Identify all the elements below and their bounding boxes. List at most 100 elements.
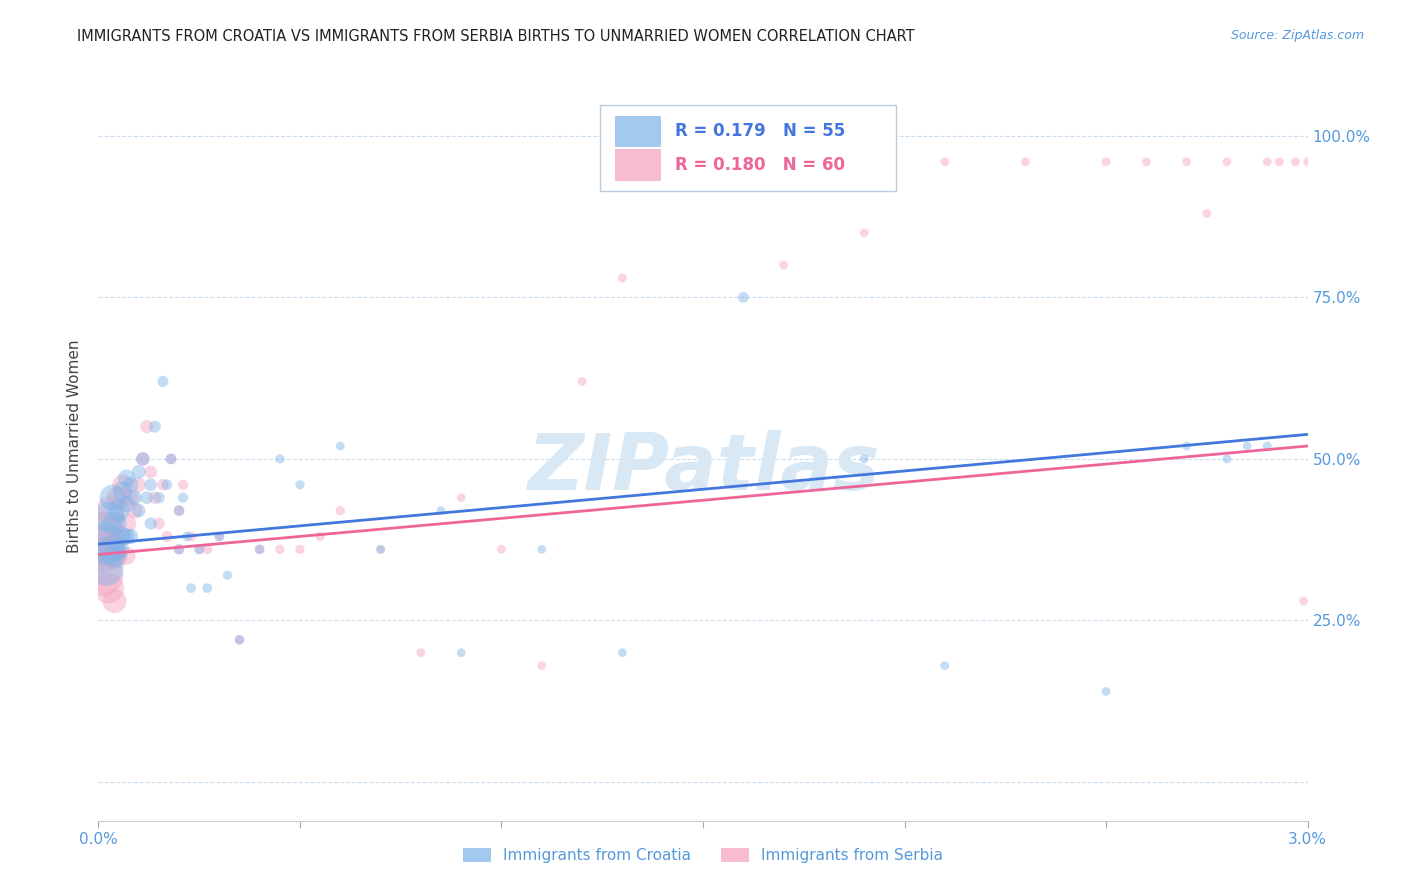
Point: [111, 484, 134, 499]
Text: ZIPatlas: ZIPatlas: [527, 431, 879, 507]
Point: [152, 477, 174, 491]
Point: [370, 542, 392, 557]
Point: [120, 477, 142, 491]
Point: [228, 632, 250, 647]
Point: [269, 542, 291, 557]
Point: [115, 549, 138, 563]
Point: [156, 529, 179, 543]
Point: [1195, 206, 1218, 220]
Point: [103, 516, 125, 531]
Point: [208, 529, 231, 543]
Point: [217, 568, 239, 582]
Point: [450, 491, 472, 505]
Point: [103, 594, 125, 608]
Point: [309, 529, 332, 543]
Point: [148, 491, 170, 505]
Point: [107, 542, 129, 557]
Point: [128, 465, 150, 479]
Point: [100, 503, 122, 517]
Point: [853, 451, 876, 466]
Bar: [614, 149, 661, 181]
Point: [1175, 154, 1198, 169]
Point: [120, 491, 142, 505]
Point: [172, 491, 194, 505]
Point: [135, 491, 157, 505]
Point: [228, 632, 250, 647]
Point: [93, 523, 115, 537]
Point: [733, 290, 755, 304]
Text: R = 0.180   N = 60: R = 0.180 N = 60: [675, 156, 845, 174]
Point: [93, 536, 115, 550]
Point: [167, 503, 190, 517]
Point: [1284, 154, 1306, 169]
Point: [107, 491, 129, 505]
Point: [249, 542, 271, 557]
Point: [1014, 154, 1036, 169]
Point: [1095, 684, 1118, 698]
Point: [772, 258, 794, 272]
Point: [1292, 594, 1315, 608]
Point: [132, 451, 155, 466]
Point: [530, 542, 553, 557]
Point: [195, 542, 218, 557]
Point: [530, 658, 553, 673]
Point: [612, 271, 634, 285]
Point: [491, 542, 513, 557]
Point: [269, 451, 291, 466]
Point: [167, 542, 190, 557]
Point: [132, 451, 155, 466]
Point: [853, 226, 876, 240]
Point: [167, 503, 190, 517]
Point: [148, 516, 170, 531]
Point: [188, 542, 211, 557]
Point: [934, 658, 956, 673]
Point: [89, 542, 111, 557]
Point: [103, 549, 125, 563]
Point: [430, 503, 453, 517]
Point: [111, 477, 134, 491]
Point: [139, 465, 162, 479]
Point: [115, 471, 138, 485]
Point: [329, 439, 352, 453]
Point: [692, 154, 714, 169]
Point: [195, 581, 218, 595]
Point: [1256, 154, 1278, 169]
Point: [139, 516, 162, 531]
Text: R = 0.179   N = 55: R = 0.179 N = 55: [675, 122, 845, 140]
Point: [249, 542, 271, 557]
Point: [1236, 439, 1258, 453]
Point: [370, 542, 392, 557]
Point: [1216, 154, 1239, 169]
Point: [124, 503, 146, 517]
Point: [1216, 451, 1239, 466]
Text: IMMIGRANTS FROM CROATIA VS IMMIGRANTS FROM SERBIA BIRTHS TO UNMARRIED WOMEN CORR: IMMIGRANTS FROM CROATIA VS IMMIGRANTS FR…: [77, 29, 915, 45]
Point: [1256, 439, 1278, 453]
Point: [100, 542, 122, 557]
Point: [450, 646, 472, 660]
Point: [124, 491, 146, 505]
Point: [409, 646, 432, 660]
Point: [571, 375, 593, 389]
Point: [1296, 154, 1319, 169]
Text: Source: ZipAtlas.com: Source: ZipAtlas.com: [1230, 29, 1364, 43]
Point: [107, 503, 129, 517]
Point: [143, 419, 166, 434]
Point: [288, 477, 311, 491]
Point: [180, 581, 202, 595]
Point: [156, 477, 179, 491]
Point: [152, 375, 174, 389]
Point: [103, 549, 125, 563]
Point: [96, 562, 118, 576]
Point: [91, 568, 114, 582]
Point: [120, 529, 142, 543]
Point: [128, 503, 150, 517]
Bar: [614, 116, 661, 147]
Point: [1095, 154, 1118, 169]
Point: [172, 477, 194, 491]
Point: [115, 497, 138, 511]
Point: [167, 542, 190, 557]
Point: [96, 542, 118, 557]
Point: [1175, 439, 1198, 453]
Point: [97, 510, 120, 524]
Legend: Immigrants from Croatia, Immigrants from Serbia: Immigrants from Croatia, Immigrants from…: [457, 842, 949, 869]
